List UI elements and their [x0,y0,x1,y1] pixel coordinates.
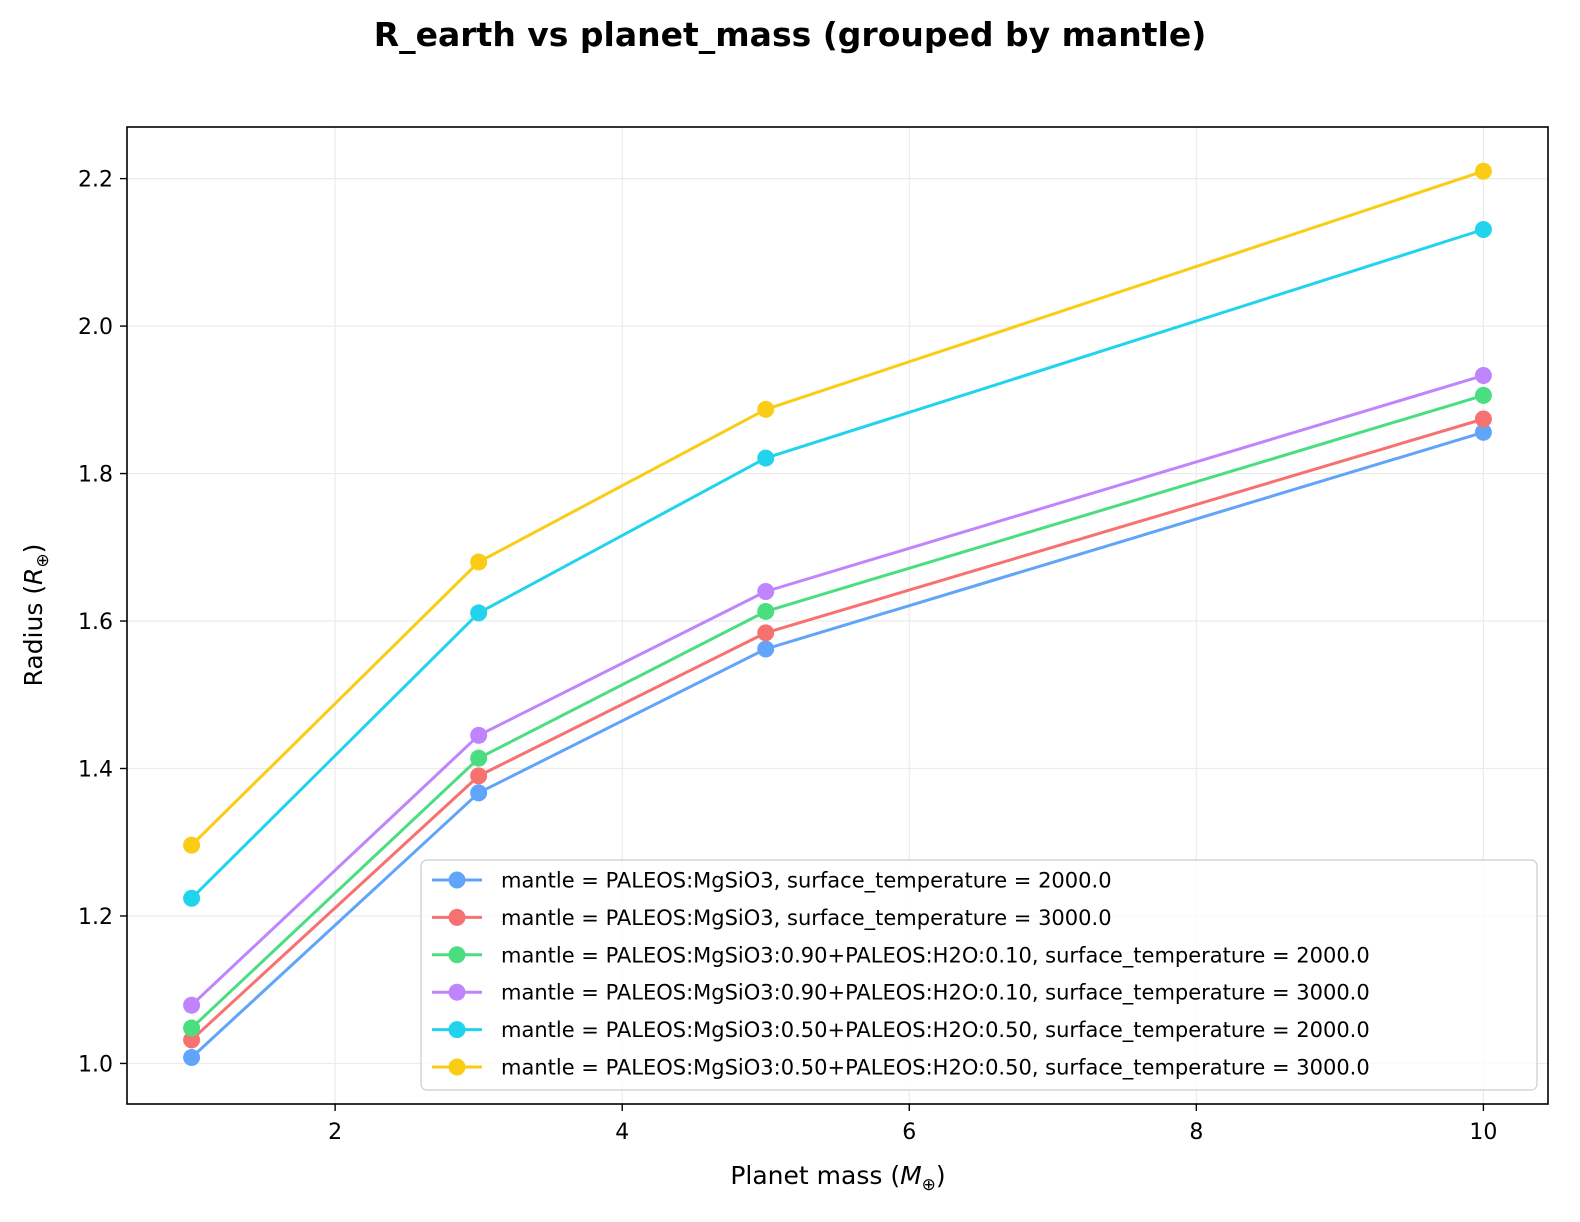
legend-entry: mantle = PALEOS:MgSiO3, surface_temperat… [432,869,1112,894]
data-point [1474,423,1492,441]
y-axis-label-sub: ⊕ [33,553,53,567]
series-line [190,228,1484,900]
x-axis-label: Planet mass (M⊕) [730,1161,945,1195]
series-line [190,430,1484,1059]
data-point [1474,162,1492,180]
data-point [757,400,775,418]
legend-box [420,859,1538,1091]
y-axis-label: Radius (R⊕) [19,544,53,687]
y-tick-label: 1.4 [78,758,113,783]
legend-items: mantle = PALEOS:MgSiO3, surface_temperat… [432,869,1370,1081]
y-tick-label: 1.2 [78,905,113,930]
data-point [470,604,488,622]
x-tick-label: 2 [328,1120,342,1145]
series-line [190,417,1484,1041]
legend-marker [448,1021,466,1039]
data-point [757,640,775,658]
x-tick-label: 10 [1469,1120,1497,1145]
x-axis-label-suffix: ) [936,1161,946,1190]
y-tick-label: 1.0 [78,1052,113,1077]
legend-entry: mantle = PALEOS:MgSiO3:0.90+PALEOS:H2O:0… [432,981,1370,1006]
legend-marker [448,908,466,926]
plot-frame [126,126,1549,1105]
legend-label: mantle = PALEOS:MgSiO3, surface_temperat… [501,906,1112,931]
data-point [1474,366,1492,384]
data-point [183,889,201,907]
y-axis-label-suffix: ) [19,544,48,554]
data-point [183,1049,201,1067]
data-point [757,583,775,601]
legend-label: mantle = PALEOS:MgSiO3:0.50+PALEOS:H2O:0… [501,1018,1370,1043]
legend-entry: mantle = PALEOS:MgSiO3, surface_temperat… [432,906,1112,931]
legend-marker [448,1058,466,1076]
data-point [757,624,775,642]
grid-lines [127,127,1548,1104]
data-point [757,602,775,620]
data-point [1474,386,1492,404]
legend-label: mantle = PALEOS:MgSiO3:0.90+PALEOS:H2O:0… [501,943,1370,968]
series-4 [183,366,1492,1014]
data-point [470,749,488,767]
x-tick-label: 4 [615,1120,629,1145]
data-point [1474,220,1492,238]
data-point [470,726,488,744]
legend-entry: mantle = PALEOS:MgSiO3:0.90+PALEOS:H2O:0… [432,943,1370,968]
series-6 [183,162,1492,854]
data-point [183,836,201,854]
legend-marker [448,946,466,964]
series-line [190,169,1484,847]
y-tick-label: 1.8 [78,463,113,488]
legend-entry: mantle = PALEOS:MgSiO3:0.50+PALEOS:H2O:0… [432,1056,1370,1081]
y-tick-label: 2.2 [78,168,113,193]
data-point [470,553,488,571]
chart-title: R_earth vs planet_mass (grouped by mantl… [374,15,1207,54]
x-axis-label-prefix: Planet mass ( [730,1161,900,1190]
legend-label: mantle = PALEOS:MgSiO3:0.90+PALEOS:H2O:0… [501,981,1370,1006]
series-1 [183,423,1492,1067]
series-5 [183,220,1492,907]
series-line [190,393,1484,1030]
data-point [183,1019,201,1037]
legend-entry: mantle = PALEOS:MgSiO3:0.50+PALEOS:H2O:0… [432,1018,1370,1043]
y-axis-label-symbol: R [19,568,48,585]
data-point [183,996,201,1014]
series-lines [183,162,1492,1067]
x-tick-label: 6 [902,1120,916,1145]
data-point [470,784,488,802]
data-point [757,449,775,467]
x-axis-ticks: 2 4 6 8 10 [328,1104,1497,1145]
y-tick-label: 1.6 [78,610,113,635]
y-axis-label-prefix: Radius ( [19,585,48,687]
legend-marker [448,871,466,889]
x-tick-label: 8 [1189,1120,1203,1145]
series-3 [183,386,1492,1037]
data-point [183,1031,201,1049]
legend-label: mantle = PALEOS:MgSiO3:0.50+PALEOS:H2O:0… [501,1056,1370,1081]
legend-label: mantle = PALEOS:MgSiO3, surface_temperat… [501,869,1112,894]
y-tick-label: 2.0 [78,315,113,340]
series-line [190,374,1484,1007]
legend-marker [448,983,466,1001]
data-point [470,767,488,785]
y-axis-ticks: 1.0 1.2 1.4 1.6 1.8 2.0 2.2 [78,168,127,1077]
x-axis-label-symbol: M [900,1161,922,1190]
series-2 [183,410,1492,1049]
x-axis-label-sub: ⊕ [922,1175,936,1195]
legend: mantle = PALEOS:MgSiO3, surface_temperat… [420,859,1538,1091]
data-point [1474,410,1492,428]
